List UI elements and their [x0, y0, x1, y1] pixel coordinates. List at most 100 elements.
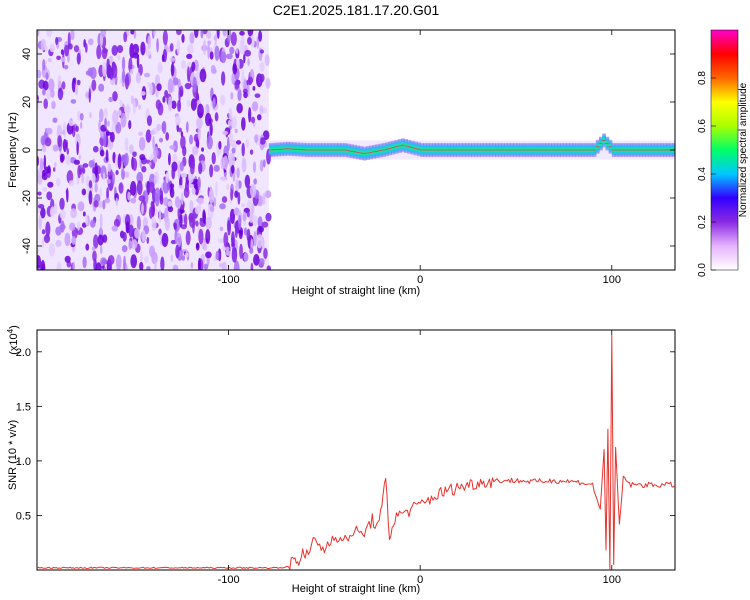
noise-blob — [230, 91, 234, 100]
noise-blob — [171, 100, 177, 110]
noise-blob — [98, 119, 101, 133]
signal-cell — [477, 143, 481, 157]
signal-cell — [635, 143, 640, 157]
noise-blob — [161, 54, 165, 63]
noise-blob — [246, 228, 251, 242]
signal-cell — [530, 143, 535, 157]
noise-blob — [235, 140, 242, 145]
noise-blob — [94, 162, 98, 179]
noise-blob — [77, 201, 85, 212]
noise-blob — [128, 120, 132, 130]
signal-cell — [506, 143, 511, 157]
noise-blob — [221, 196, 228, 203]
noise-blob — [121, 56, 126, 71]
noise-blob — [94, 182, 98, 193]
noise-blob — [96, 45, 102, 60]
noise-blob — [40, 259, 46, 270]
noise-blob — [68, 120, 74, 127]
noise-blob — [132, 53, 140, 59]
noise-blob — [256, 233, 263, 249]
noise-blob — [221, 176, 227, 182]
noise-blob — [236, 167, 240, 179]
signal-cell — [277, 142, 281, 157]
signal-cell — [560, 143, 564, 157]
noise-blob — [197, 257, 202, 270]
noise-blob — [189, 134, 193, 145]
noise-blob — [59, 209, 66, 219]
noise-blob — [70, 30, 75, 41]
noise-blob — [72, 261, 76, 270]
noise-blob — [109, 131, 115, 143]
noise-blob — [157, 62, 163, 74]
noise-blob — [205, 251, 212, 259]
noise-blob — [238, 214, 242, 231]
noise-blob — [159, 194, 164, 205]
noise-blob — [123, 255, 126, 270]
noise-blob — [60, 57, 66, 63]
signal-cell — [536, 143, 541, 157]
noise-blob — [155, 99, 162, 110]
noise-blob — [73, 45, 80, 53]
noise-blob — [111, 45, 118, 56]
noise-blob — [97, 234, 104, 246]
noise-blob — [47, 78, 55, 93]
noise-blob — [247, 36, 252, 45]
noise-blob — [45, 30, 53, 38]
noise-blob — [257, 216, 263, 229]
noise-blob — [213, 196, 217, 207]
signal-cell — [629, 143, 634, 157]
noise-blob — [144, 256, 149, 264]
noise-blob — [37, 191, 42, 196]
signal-cell — [450, 143, 454, 157]
noise-blob — [236, 103, 243, 114]
noise-blob — [189, 32, 195, 44]
signal-cell — [378, 143, 383, 158]
noise-blob — [243, 53, 246, 64]
x-tick-label: -100 — [218, 274, 240, 286]
noise-blob — [85, 91, 90, 99]
colorbar-tick-label: 0.6 — [697, 119, 708, 133]
noise-blob — [179, 161, 184, 172]
noise-blob — [172, 77, 179, 86]
signal-cell — [509, 143, 514, 157]
x-tick-label: 100 — [603, 274, 621, 286]
noise-blob — [228, 107, 233, 121]
signal-cell — [557, 143, 561, 157]
noise-blob — [165, 132, 170, 141]
noise-blob — [237, 88, 242, 102]
noise-blob — [230, 116, 237, 129]
noise-blob — [219, 226, 224, 232]
noise-blob — [39, 157, 44, 171]
signal-cell — [356, 145, 361, 160]
noise-blob — [262, 192, 266, 205]
noise-blob — [51, 100, 56, 110]
noise-blob — [207, 40, 212, 45]
signal-cell — [388, 141, 393, 156]
noise-blob — [64, 44, 70, 57]
noise-blob — [220, 94, 226, 106]
noise-blob — [55, 239, 62, 248]
noise-blob — [230, 188, 234, 201]
signal-cell — [474, 143, 478, 157]
noise-blob — [214, 33, 217, 46]
noise-blob — [147, 35, 152, 50]
noise-blob — [136, 171, 144, 184]
noise-blob — [91, 173, 96, 184]
noise-blob — [82, 256, 87, 269]
noise-blob — [82, 163, 89, 168]
noise-blob — [161, 233, 169, 248]
noise-blob — [85, 70, 91, 76]
noise-blob — [234, 80, 240, 90]
noise-blob — [262, 130, 270, 141]
noise-blob — [105, 131, 112, 136]
noise-blob — [107, 163, 112, 173]
noise-blob — [59, 197, 65, 210]
noise-blob — [145, 129, 152, 143]
signal-cell — [311, 143, 316, 157]
noise-blob — [128, 144, 134, 155]
noise-blob — [153, 30, 156, 37]
noise-blob — [55, 226, 62, 236]
noise-blob — [215, 250, 220, 261]
noise-blob — [71, 235, 77, 245]
noise-blob — [81, 172, 85, 184]
